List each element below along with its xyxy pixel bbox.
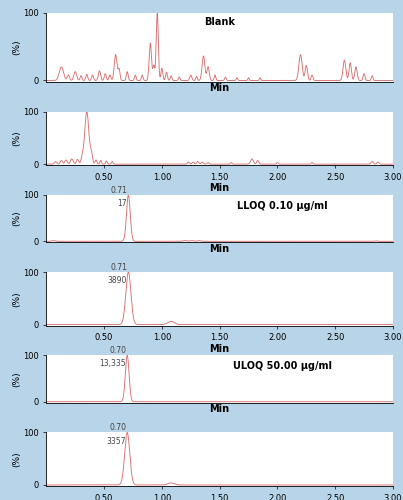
X-axis label: Min: Min bbox=[210, 244, 230, 254]
Text: 0.71: 0.71 bbox=[110, 186, 127, 195]
Text: 0.70: 0.70 bbox=[109, 424, 126, 432]
X-axis label: Min: Min bbox=[210, 404, 230, 414]
Y-axis label: (%): (%) bbox=[12, 371, 22, 387]
Text: LLOQ 0.10 μg/ml: LLOQ 0.10 μg/ml bbox=[237, 200, 327, 210]
X-axis label: Min: Min bbox=[210, 83, 230, 93]
Text: 0.70: 0.70 bbox=[109, 346, 126, 356]
X-axis label: Min: Min bbox=[210, 344, 230, 353]
Y-axis label: (%): (%) bbox=[12, 291, 22, 306]
Y-axis label: (%): (%) bbox=[12, 211, 22, 226]
Text: Blank: Blank bbox=[204, 18, 235, 28]
Y-axis label: (%): (%) bbox=[12, 452, 22, 467]
X-axis label: Min: Min bbox=[210, 183, 230, 193]
Text: ULOQ 50.00 μg/ml: ULOQ 50.00 μg/ml bbox=[233, 361, 332, 371]
Text: 0.71: 0.71 bbox=[110, 263, 127, 272]
Y-axis label: (%): (%) bbox=[12, 40, 22, 55]
Text: 13,335: 13,335 bbox=[100, 359, 126, 368]
Text: 3357: 3357 bbox=[106, 436, 126, 446]
Y-axis label: (%): (%) bbox=[12, 130, 22, 146]
Text: 3890: 3890 bbox=[108, 276, 127, 285]
Text: 17: 17 bbox=[118, 198, 127, 207]
